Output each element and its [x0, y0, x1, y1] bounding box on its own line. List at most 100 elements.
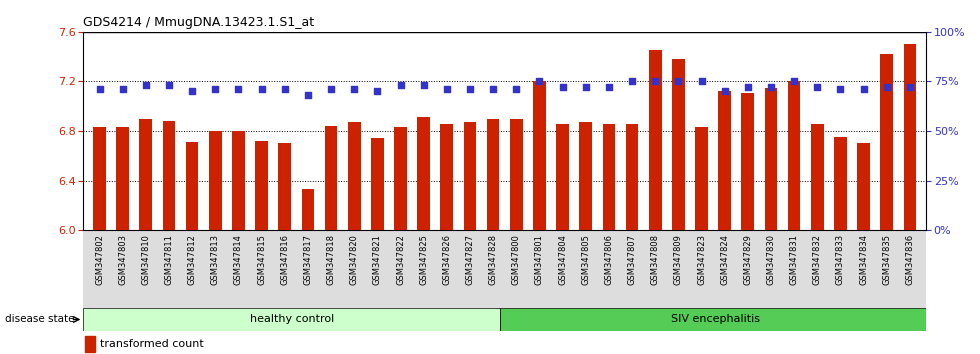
Bar — [278, 143, 291, 230]
Point — [648, 79, 663, 84]
Text: GSM347802: GSM347802 — [95, 234, 104, 285]
Point — [416, 82, 431, 88]
Bar — [394, 127, 407, 230]
Text: GSM347803: GSM347803 — [119, 234, 127, 285]
Point — [115, 86, 130, 92]
Bar — [557, 124, 569, 230]
Bar — [603, 124, 615, 230]
Text: GSM347825: GSM347825 — [419, 234, 428, 285]
Text: GSM347810: GSM347810 — [141, 234, 150, 285]
Point — [578, 85, 594, 90]
Text: GSM347832: GSM347832 — [812, 234, 822, 285]
Text: GSM347823: GSM347823 — [697, 234, 706, 285]
Text: GSM347830: GSM347830 — [766, 234, 775, 285]
Text: healthy control: healthy control — [250, 314, 334, 325]
Point — [463, 86, 478, 92]
Point — [184, 88, 200, 94]
Point — [809, 85, 825, 90]
Text: GSM347812: GSM347812 — [187, 234, 197, 285]
Text: GSM347809: GSM347809 — [674, 234, 683, 285]
Bar — [371, 138, 384, 230]
Point — [138, 82, 154, 88]
Bar — [579, 122, 592, 230]
Point — [509, 86, 524, 92]
Text: GSM347808: GSM347808 — [651, 234, 660, 285]
Bar — [255, 141, 268, 230]
Bar — [533, 81, 546, 230]
Bar — [186, 142, 199, 230]
Point — [716, 88, 732, 94]
Bar — [625, 124, 638, 230]
Text: GSM347836: GSM347836 — [906, 234, 914, 285]
Text: GSM347800: GSM347800 — [512, 234, 520, 285]
Text: GSM347833: GSM347833 — [836, 234, 845, 285]
Bar — [764, 87, 777, 230]
Bar — [742, 92, 755, 230]
Bar — [810, 124, 823, 230]
Point — [531, 79, 547, 84]
Bar — [487, 119, 500, 230]
Text: GSM347835: GSM347835 — [882, 234, 891, 285]
Text: GSM347824: GSM347824 — [720, 234, 729, 285]
Text: GSM347821: GSM347821 — [372, 234, 382, 285]
Point — [254, 86, 270, 92]
Bar — [649, 50, 662, 230]
Bar — [209, 131, 221, 230]
Point — [92, 86, 108, 92]
Bar — [880, 54, 893, 230]
Point — [485, 86, 501, 92]
Bar — [93, 127, 106, 230]
Text: GSM347804: GSM347804 — [558, 234, 567, 285]
Text: GSM347815: GSM347815 — [257, 234, 267, 285]
Text: GSM347818: GSM347818 — [326, 234, 335, 285]
Point — [323, 86, 339, 92]
Text: GSM347834: GSM347834 — [859, 234, 868, 285]
Point — [161, 82, 176, 88]
Text: GSM347827: GSM347827 — [466, 234, 474, 285]
Text: GSM347813: GSM347813 — [211, 234, 220, 285]
Bar — [139, 119, 152, 230]
Text: GSM347829: GSM347829 — [743, 234, 753, 285]
Text: GSM347816: GSM347816 — [280, 234, 289, 285]
Bar — [417, 117, 430, 230]
Point — [277, 86, 293, 92]
Text: GDS4214 / MmugDNA.13423.1.S1_at: GDS4214 / MmugDNA.13423.1.S1_at — [83, 16, 315, 29]
Point — [230, 86, 246, 92]
Point — [833, 86, 849, 92]
Bar — [834, 137, 847, 230]
Bar — [500, 308, 933, 331]
Text: GSM347831: GSM347831 — [790, 234, 799, 285]
Text: GSM347826: GSM347826 — [442, 234, 452, 285]
Bar — [904, 44, 916, 230]
Bar — [464, 122, 476, 230]
Point — [670, 79, 686, 84]
Point — [208, 86, 223, 92]
Point — [624, 79, 640, 84]
Text: GSM347828: GSM347828 — [489, 234, 498, 285]
Text: GSM347801: GSM347801 — [535, 234, 544, 285]
Bar — [440, 124, 453, 230]
Point — [439, 86, 455, 92]
Text: GSM347817: GSM347817 — [304, 234, 313, 285]
Point — [694, 79, 710, 84]
Point — [902, 85, 917, 90]
Point — [555, 85, 570, 90]
Point — [786, 79, 802, 84]
Text: GSM347822: GSM347822 — [396, 234, 405, 285]
Bar — [302, 189, 315, 230]
Text: GSM347805: GSM347805 — [581, 234, 590, 285]
Text: GSM347820: GSM347820 — [350, 234, 359, 285]
Bar — [858, 143, 870, 230]
Bar — [163, 121, 175, 230]
Bar — [85, 336, 95, 352]
Bar — [510, 119, 522, 230]
Point — [763, 85, 779, 90]
Text: GSM347814: GSM347814 — [234, 234, 243, 285]
Text: transformed count: transformed count — [100, 339, 204, 349]
Point — [601, 85, 616, 90]
Bar — [117, 127, 129, 230]
Bar — [83, 308, 500, 331]
Point — [369, 88, 385, 94]
Point — [856, 86, 871, 92]
Text: GSM347807: GSM347807 — [627, 234, 637, 285]
